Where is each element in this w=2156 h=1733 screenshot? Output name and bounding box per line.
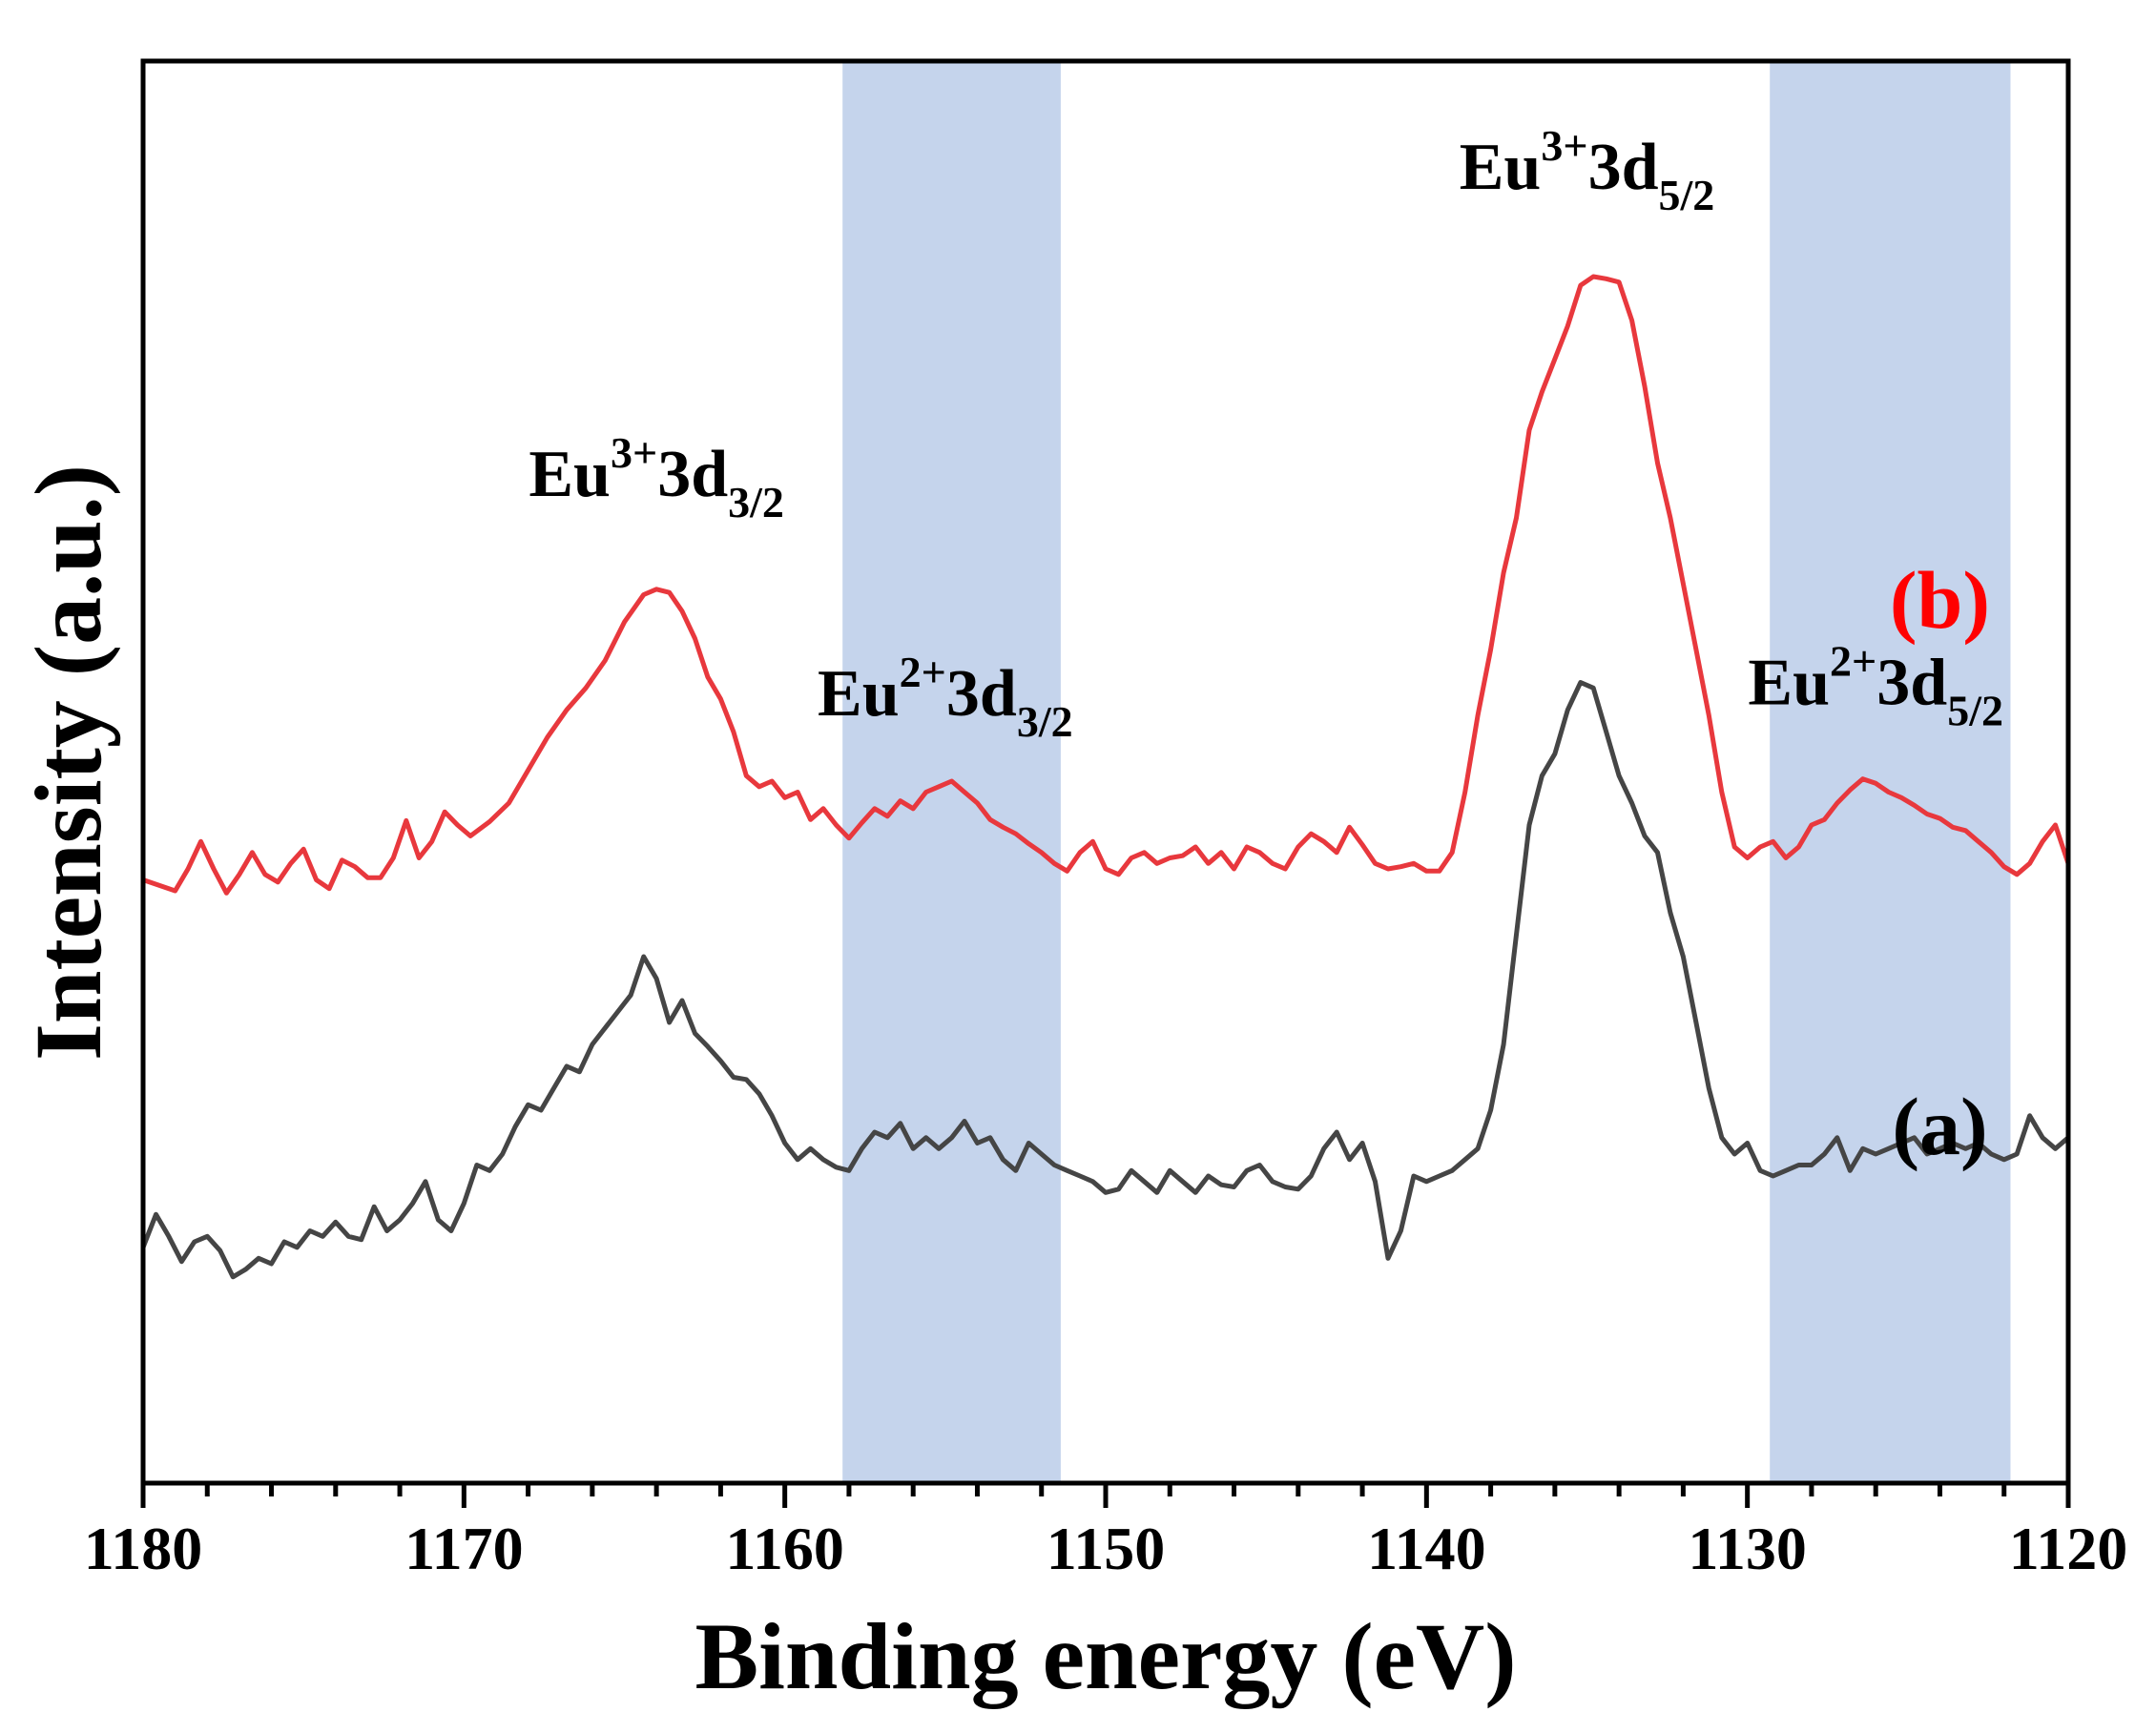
x-axis-ticks: 1180 1170 1160 1150 1140 1130 1120 — [84, 1483, 2127, 1582]
x-axis-title: Binding energy (eV) — [694, 1603, 1516, 1709]
peak-label-sub: 3/2 — [1017, 697, 1073, 746]
peak-label-sup: 2+ — [1830, 637, 1876, 686]
peak-label-sub: 5/2 — [1659, 171, 1715, 219]
peak-label-2: Eu2+3d3/2 — [818, 648, 1073, 746]
x-tick-label: 1150 — [1047, 1515, 1165, 1582]
x-tick-label: 1130 — [1688, 1515, 1806, 1582]
x-tick-label: 1170 — [404, 1515, 523, 1582]
peak-label-mid: 3d — [1876, 647, 1947, 720]
peak-label-sup: 3+ — [611, 428, 657, 477]
peak-label-base: Eu — [818, 657, 900, 731]
x-tick-label: 1160 — [725, 1515, 843, 1582]
peak-label-4: Eu2+3d5/2 — [1748, 637, 2003, 735]
peak-label-mid: 3d — [946, 657, 1017, 731]
highlight-band-2 — [1770, 61, 2011, 1483]
peak-label-sub: 5/2 — [1947, 687, 2003, 735]
series-label-a: (a) — [1892, 1081, 1987, 1172]
series-line-a — [140, 680, 2070, 1280]
x-tick-label: 1140 — [1367, 1515, 1485, 1582]
x-tick-label: 1180 — [84, 1515, 202, 1582]
highlight-band-1 — [842, 61, 1061, 1483]
peak-label-sup: 2+ — [900, 648, 946, 696]
x-tick-label: 1120 — [2009, 1515, 2127, 1582]
peak-label-3: Eu3+3d5/2 — [1460, 121, 1715, 219]
peak-label-base: Eu — [1748, 647, 1830, 720]
peak-label-mid: 3d — [1588, 131, 1659, 204]
y-axis-title: Intensity (a.u.) — [15, 464, 121, 1061]
series-line-b — [142, 274, 2071, 896]
peak-label-sub: 3/2 — [728, 478, 784, 526]
highlight-bands — [842, 61, 2011, 1483]
series-labels: (b) (a) — [1890, 554, 1990, 1172]
series-label-b: (b) — [1890, 554, 1990, 646]
peak-label-base: Eu — [1460, 131, 1542, 204]
peak-label-base: Eu — [529, 438, 611, 511]
series-lines — [140, 274, 2071, 1280]
peak-label-1: Eu3+3d3/2 — [529, 428, 784, 526]
peak-label-sup: 3+ — [1541, 121, 1587, 170]
peak-label-mid: 3d — [657, 438, 728, 511]
